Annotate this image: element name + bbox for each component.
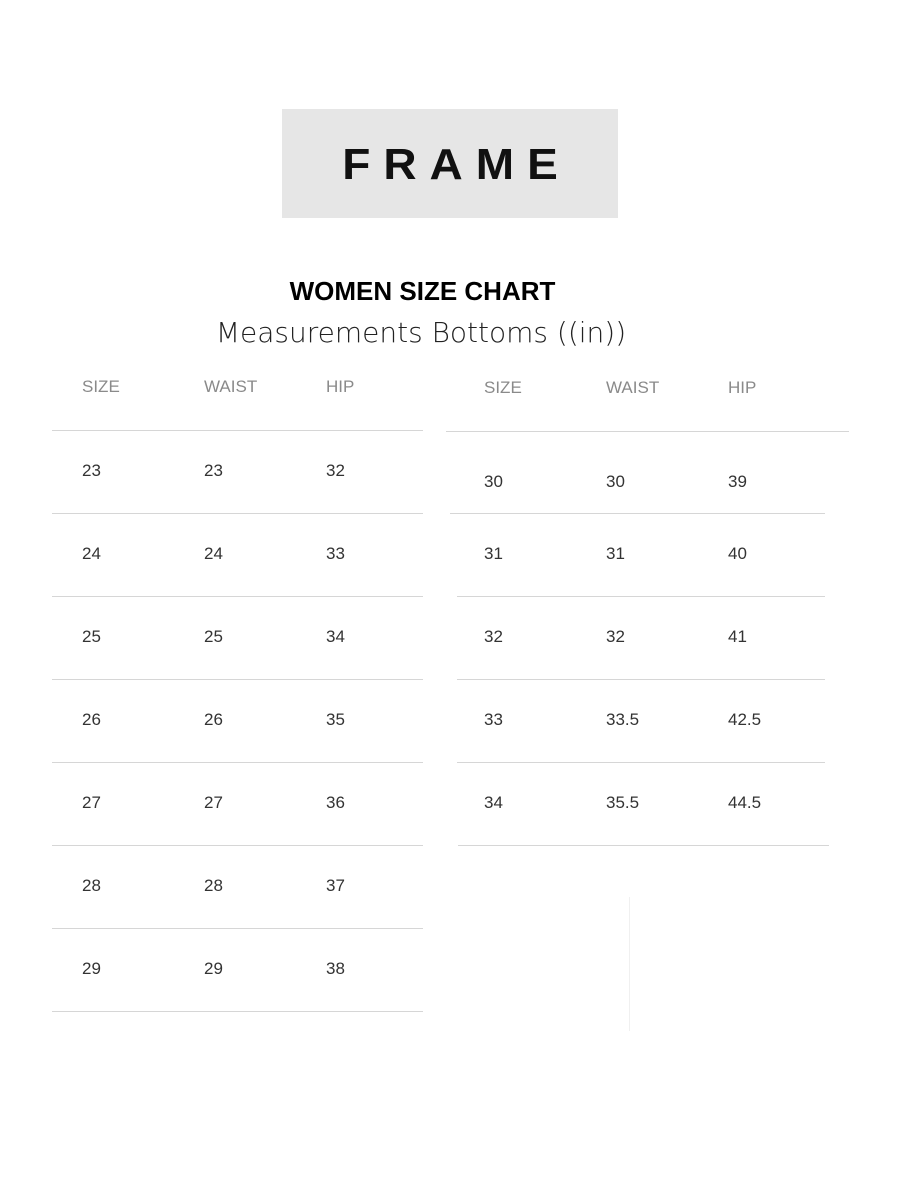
header-divider <box>446 431 849 432</box>
table-cell: 24 <box>204 544 223 563</box>
row-divider <box>458 845 829 846</box>
column-header: SIZE <box>484 378 522 397</box>
table-cell: 33.5 <box>606 710 640 729</box>
table-cell: 32 <box>606 627 625 646</box>
row-divider <box>457 596 825 597</box>
row-divider <box>52 679 423 680</box>
table-cell: 40 <box>728 544 747 563</box>
logo-text: FRAME <box>342 138 571 189</box>
table-cell: 26 <box>204 710 223 729</box>
table-cell: 34 <box>484 793 503 812</box>
column-header: SIZE <box>82 377 120 396</box>
page-subtitle: Measurements Bottoms ((in)) <box>215 316 627 349</box>
column-header: HIP <box>728 378 757 397</box>
table-cell: 36 <box>326 793 345 812</box>
table-cell: 33 <box>484 710 503 729</box>
row-divider <box>52 845 423 846</box>
table-cell: 35.5 <box>606 793 640 812</box>
row-divider <box>52 596 423 597</box>
table-cell: 30 <box>484 472 503 491</box>
row-divider <box>52 1011 423 1012</box>
row-divider <box>52 762 423 763</box>
row-divider <box>52 513 423 514</box>
row-divider <box>450 513 825 514</box>
table-cell: 23 <box>82 461 101 480</box>
table-cell: 39 <box>728 472 747 491</box>
table-cell: 33 <box>326 544 345 563</box>
row-divider <box>52 928 423 929</box>
table-cell: 31 <box>606 544 625 563</box>
column-header: WAIST <box>204 377 258 396</box>
frame-logo: FRAME <box>282 109 618 218</box>
header-divider <box>52 430 423 431</box>
row-divider <box>457 679 825 680</box>
table-cell: 34 <box>326 627 345 646</box>
column-header: HIP <box>326 377 355 396</box>
table-cell: 31 <box>484 544 503 563</box>
table-cell: 29 <box>82 959 101 978</box>
table-cell: 42.5 <box>728 710 762 729</box>
table-cell: 32 <box>484 627 503 646</box>
table-cell: 23 <box>204 461 223 480</box>
table-cell: 27 <box>82 793 101 812</box>
table-cell: 32 <box>326 461 345 480</box>
table-cell: 27 <box>204 793 223 812</box>
column-header: WAIST <box>606 378 660 397</box>
divider <box>629 897 630 1031</box>
table-cell: 25 <box>204 627 223 646</box>
table-cell: 41 <box>728 627 747 646</box>
table-cell: 30 <box>606 472 625 491</box>
table-cell: 28 <box>82 876 101 895</box>
table-cell: 37 <box>326 876 345 895</box>
row-divider <box>457 762 825 763</box>
table-cell: 38 <box>326 959 345 978</box>
table-cell: 44.5 <box>728 793 762 812</box>
table-cell: 25 <box>82 627 101 646</box>
table-cell: 24 <box>82 544 101 563</box>
table-cell: 35 <box>326 710 345 729</box>
table-cell: 29 <box>204 959 223 978</box>
page-title: WOMEN SIZE CHART <box>289 276 556 306</box>
table-cell: 28 <box>204 876 223 895</box>
table-cell: 26 <box>82 710 101 729</box>
